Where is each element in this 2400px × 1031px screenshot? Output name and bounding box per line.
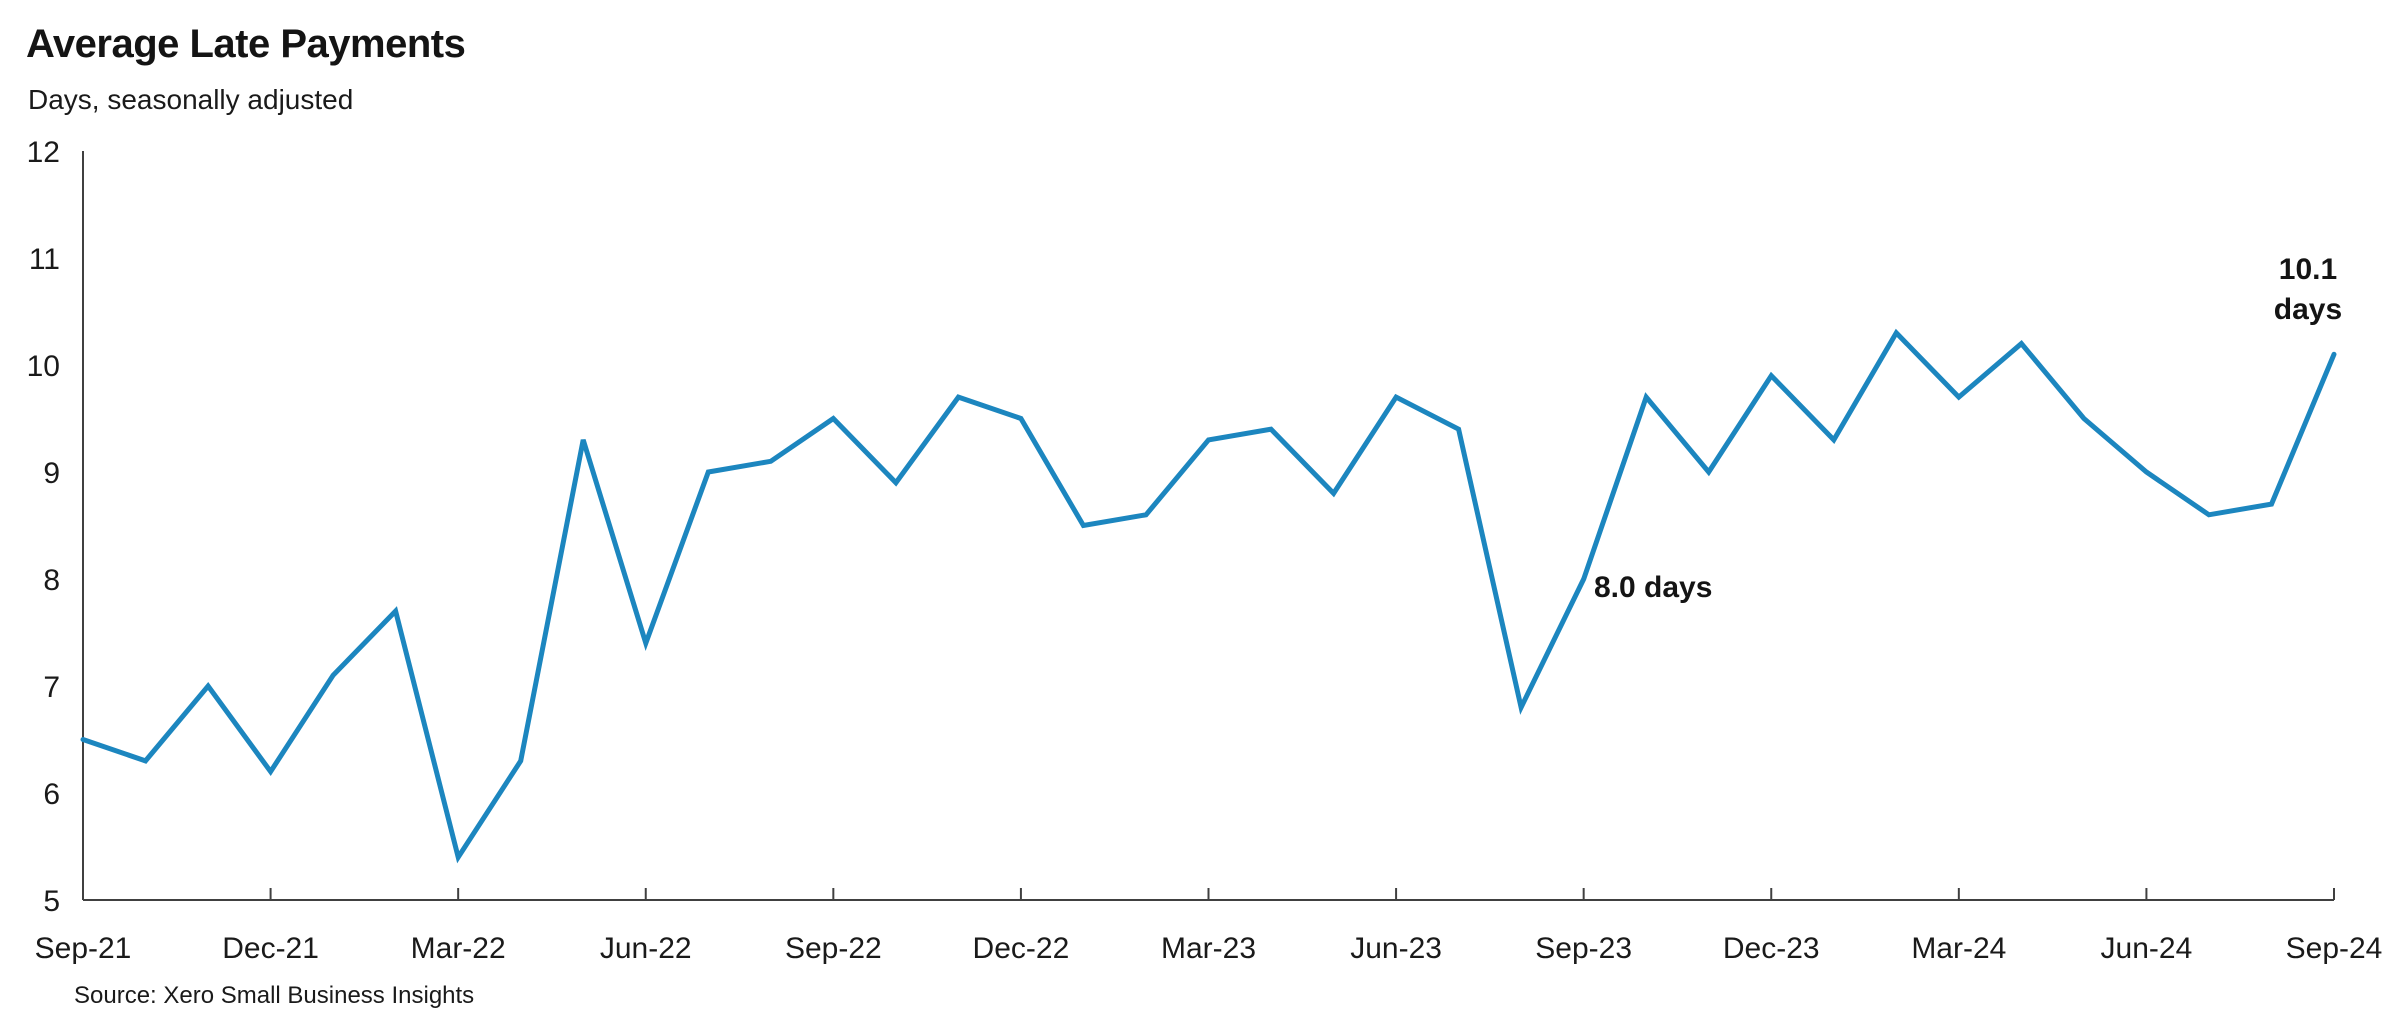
x-tick-label: Dec-23 [1723, 932, 1820, 965]
data-label-sep24-unit: days [2273, 293, 2343, 326]
late-payments-line [80, 328, 2337, 864]
x-tick-label: Dec-22 [973, 932, 1070, 965]
x-tick-label: Sep-21 [35, 932, 132, 965]
y-tick-label: 12 [27, 136, 60, 169]
x-tick-label: Mar-24 [1911, 932, 2006, 965]
x-tick-label: Sep-22 [785, 932, 882, 965]
data-label-sep24-value: 10.1 [2278, 253, 2338, 286]
y-tick-label: 10 [27, 350, 60, 383]
x-tick-label: Sep-23 [1535, 932, 1632, 965]
y-tick-label: 8 [43, 564, 60, 597]
x-tick-label: Jun-22 [600, 932, 692, 965]
y-tick-label: 7 [43, 671, 60, 704]
x-tick-label: Sep-24 [2286, 932, 2383, 965]
chart-subtitle: Days, seasonally adjusted [28, 84, 354, 115]
y-tick-label: 11 [29, 243, 60, 276]
x-tick-label: Mar-22 [411, 932, 506, 965]
x-tick-label: Jun-24 [2101, 932, 2193, 965]
source-caption: Source: Xero Small Business Insights [74, 982, 475, 1009]
y-tick-label: 5 [43, 885, 60, 918]
data-label-sep23: 8.0 days [1594, 571, 1713, 604]
x-tick-label: Dec-21 [222, 932, 319, 965]
data-label-sep24: 10.1 days [2248, 250, 2368, 330]
y-tick-label: 6 [43, 778, 60, 811]
x-tick-label: Mar-23 [1161, 932, 1256, 965]
y-tick-label: 9 [43, 457, 60, 490]
x-tick-label: Jun-23 [1350, 932, 1442, 965]
chart-title: Average Late Payments [26, 22, 466, 66]
